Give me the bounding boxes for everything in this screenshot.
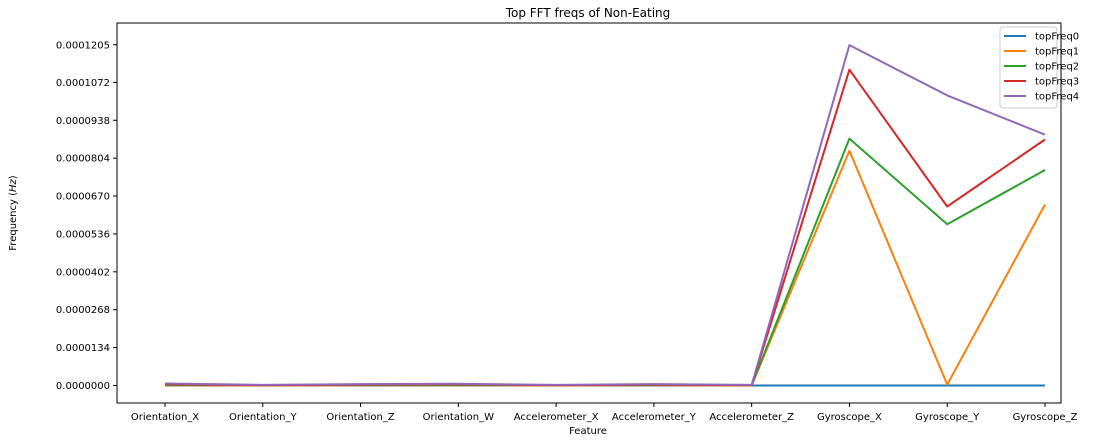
y-tick-label: 0.0000804 xyxy=(56,154,110,165)
y-axis-ticks: 0.0000000 0.0000134 0.0000268 0.0000402 0.00… xyxy=(56,40,117,392)
chart-title: Top FFT freqs of Non-Eating xyxy=(505,6,671,20)
x-axis-ticks: Orientation_X Orientation_Y Orientation_Z O… xyxy=(131,403,1078,423)
x-tick-label: Accelerometer_Y xyxy=(612,412,697,423)
plot-frame xyxy=(116,22,1062,404)
legend-label: topFreq4 xyxy=(1035,92,1079,103)
x-tick-label: Orientation_Z xyxy=(326,412,394,423)
legend-box xyxy=(999,26,1058,109)
x-axis-label: Feature xyxy=(569,426,607,437)
x-tick-label: Orientation_Y xyxy=(229,412,297,423)
legend-label: topFreq0 xyxy=(1035,32,1079,43)
y-tick-label: 0.0000402 xyxy=(56,267,110,278)
y-axis-label-prefix: Frequency ( xyxy=(8,192,19,251)
legend-label: topFreq2 xyxy=(1035,62,1079,73)
legend-label: topFreq3 xyxy=(1035,77,1079,88)
y-axis-label: Frequency (Hz) xyxy=(8,175,19,251)
y-tick-label: 0.0000536 xyxy=(56,229,110,240)
y-tick-label: 0.0000134 xyxy=(56,343,110,354)
y-tick-label: 0.0001072 xyxy=(56,78,110,89)
x-tick-label: Gyroscope_Z xyxy=(1013,412,1078,423)
x-tick-label: Gyroscope_X xyxy=(817,412,882,423)
y-tick-label: 0.0000268 xyxy=(56,305,110,316)
y-axis-label-suffix: ) xyxy=(8,175,19,179)
x-tick-label: Accelerometer_Z xyxy=(709,412,794,423)
series-line-topFreq4 xyxy=(164,44,1046,386)
x-tick-label: Gyroscope_Y xyxy=(915,412,980,423)
y-axis-label-unit: Hz xyxy=(8,178,19,192)
x-tick-label: Orientation_W xyxy=(423,412,494,423)
x-tick-label: Orientation_X xyxy=(131,412,199,423)
plot-area xyxy=(164,44,1046,387)
x-tick-label: Accelerometer_X xyxy=(514,412,599,423)
y-tick-label: 0.0000000 xyxy=(56,381,110,392)
legend-label: topFreq1 xyxy=(1035,47,1079,58)
legend: topFreq0 topFreq1 topFreq2 topFreq3 topFreq4 xyxy=(999,26,1079,109)
y-tick-label: 0.0000938 xyxy=(56,116,110,127)
y-tick-label: 0.0001205 xyxy=(56,40,110,51)
y-tick-label: 0.0000670 xyxy=(56,192,110,203)
